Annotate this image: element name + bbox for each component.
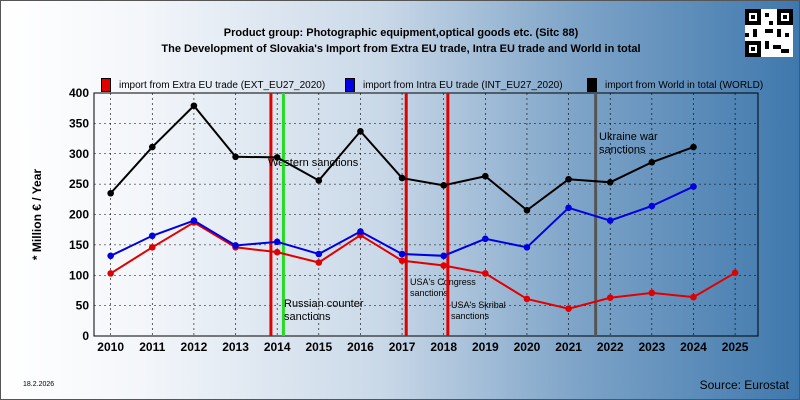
x-tick-label: 2016: [347, 340, 374, 354]
legend-swatch-blue: [345, 78, 355, 92]
data-point: [232, 242, 239, 249]
y-tick-label: 250: [69, 177, 89, 191]
data-point: [398, 174, 406, 182]
x-tick-label: 2020: [514, 340, 541, 354]
data-point: [357, 228, 364, 235]
chart-title-line1: Product group: Photographic equipment,op…: [223, 27, 579, 39]
data-point: [565, 175, 572, 183]
data-point: [273, 154, 281, 161]
data-point: [148, 143, 156, 151]
data-point: [523, 295, 531, 303]
data-point: [398, 250, 406, 258]
x-tick-label: 2011: [139, 340, 165, 354]
data-point: [190, 217, 198, 224]
data-point: [107, 252, 114, 260]
legend-label: import from World in total (WORLD): [605, 80, 764, 91]
data-point: [523, 206, 531, 214]
x-tick-label: 2014: [264, 340, 291, 354]
y-tick-label: 0: [82, 329, 89, 343]
data-point: [315, 250, 323, 258]
legend-swatch-red: [101, 78, 111, 92]
event-label: Russian counter sanctions: [284, 298, 364, 323]
data-point: [482, 235, 489, 243]
data-point: [606, 294, 614, 302]
x-tick-label: 2021: [555, 340, 582, 354]
event-label: USA's Congress sanctions: [410, 277, 476, 298]
plot-area: [93, 92, 759, 337]
y-tick-label: 350: [69, 116, 89, 130]
data-point: [482, 172, 489, 180]
y-tick-label: 50: [76, 299, 90, 313]
y-axis-label: * Million € / Year: [30, 169, 44, 260]
data-point: [690, 143, 697, 151]
data-point: [565, 305, 572, 312]
data-point: [440, 262, 447, 269]
y-tick-label: 400: [69, 86, 89, 100]
data-point: [148, 244, 156, 251]
data-point: [648, 289, 656, 297]
x-tick-label: 2010: [97, 340, 124, 354]
event-label: Ukraine war sanctions: [599, 131, 658, 156]
x-tick-label: 2018: [430, 340, 457, 354]
data-point: [273, 248, 281, 256]
data-point: [107, 189, 114, 197]
data-point: [648, 202, 656, 210]
legend-swatch-black: [587, 78, 597, 92]
x-tick-label: 2022: [597, 340, 624, 354]
y-tick-label: 100: [69, 268, 89, 282]
data-point: [690, 183, 697, 190]
x-tick-label: 2012: [181, 340, 208, 354]
x-tick-label: 2024: [680, 340, 707, 354]
data-point: [648, 158, 656, 166]
x-tick-label: 2015: [305, 340, 332, 354]
data-point: [440, 182, 447, 189]
y-tick-label: 300: [69, 147, 89, 161]
legend-label: import from Intra EU trade (INT_EU27_202…: [363, 80, 563, 91]
data-point: [690, 293, 697, 301]
source-label: Source: Eurostat: [699, 378, 789, 392]
data-point: [107, 270, 114, 277]
data-point: [357, 127, 364, 135]
x-tick-label: 2019: [472, 340, 499, 354]
series-line: [110, 185, 694, 257]
data-point: [315, 177, 323, 184]
data-point: [190, 102, 198, 110]
data-point: [148, 232, 156, 240]
data-point: [523, 244, 531, 251]
x-tick-label: 2017: [389, 340, 416, 354]
series-line: [110, 221, 736, 310]
data-point: [440, 252, 447, 260]
data-point: [482, 270, 489, 277]
data-point: [731, 269, 739, 277]
date-stamp: 18.2.2026: [23, 381, 55, 388]
data-point: [565, 204, 572, 212]
data-point: [273, 238, 281, 246]
data-point: [606, 217, 614, 224]
event-label: USA's Skribal sanctions: [451, 300, 506, 321]
data-point: [606, 179, 614, 186]
y-tick-label: 200: [69, 208, 89, 222]
x-tick-label: 2013: [222, 340, 249, 354]
data-point: [232, 153, 239, 161]
x-tick-label: 2025: [722, 340, 749, 354]
chart-title-line2: The Development of Slovakia's Import fro…: [161, 43, 641, 55]
x-tick-label: 2023: [638, 340, 665, 354]
qr-code-icon: [745, 9, 793, 57]
data-point: [315, 259, 323, 266]
y-tick-label: 150: [69, 238, 89, 252]
data-point: [398, 257, 406, 264]
legend-label: import from Extra EU trade (EXT_EU27_202…: [119, 80, 326, 91]
